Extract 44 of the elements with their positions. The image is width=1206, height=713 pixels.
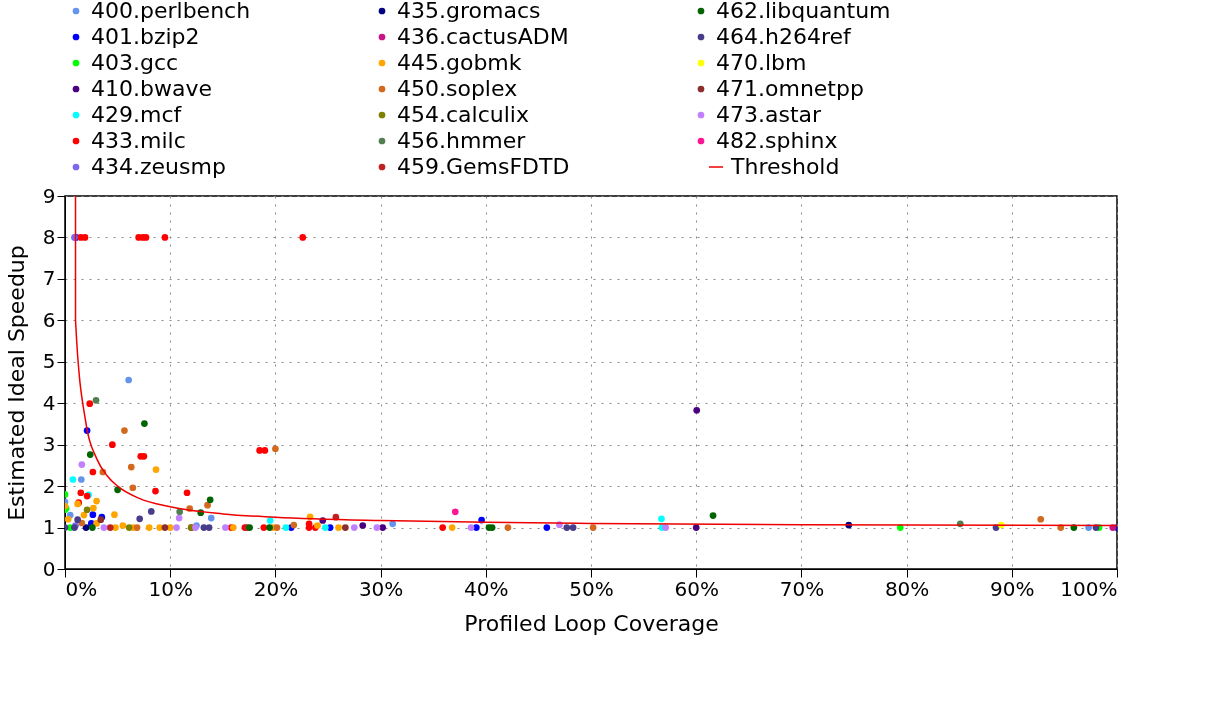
y-tick-label: 9 [42, 183, 56, 208]
y-tick-label: 3 [42, 432, 56, 457]
legend-label: 459.GemsFDTD [397, 154, 570, 179]
legend-label: 473.astar [716, 102, 823, 127]
y-axis-title: Estimated Ideal Speedup [3, 245, 29, 521]
x-tick-label: 10% [148, 576, 193, 601]
x-tick-label: 40% [464, 576, 509, 601]
legend-label: 445.gobmk [397, 50, 522, 75]
legend-label: 464.h264ref [716, 24, 853, 49]
legend-label: 433.milc [91, 128, 186, 153]
x-axis-title: Profiled Loop Coverage [464, 610, 719, 636]
x-tick-label: 80% [884, 576, 930, 601]
legend-label: 456.hmmer [397, 128, 527, 153]
y-tick-label: 5 [42, 349, 56, 374]
x-tick-label: 70% [779, 576, 825, 601]
y-tick-label: 2 [42, 473, 56, 498]
x-tick-label: 0% [65, 576, 98, 601]
legend-label: 471.omnetpp [716, 76, 864, 101]
y-tick-label: 8 [42, 224, 56, 249]
x-tick-label: 90% [990, 576, 1035, 601]
y-tick-label: 7 [42, 266, 56, 291]
legend-label: 454.calculix [397, 102, 529, 127]
y-tick-label: 6 [42, 307, 56, 332]
y-tick-label: 4 [42, 390, 56, 415]
legend-label: 435.gromacs [397, 0, 541, 23]
x-tick-label: 100% [1060, 576, 1118, 601]
legend-label: 482.sphinx [716, 128, 838, 153]
y-tick-label: 1 [42, 515, 56, 540]
legend-label: 436.cactusADM [397, 24, 569, 49]
legend-label: 470.lbm [716, 50, 807, 75]
legend-label: 401.bzip2 [91, 24, 200, 49]
x-tick-label: 20% [253, 576, 299, 601]
x-tick-label: 50% [569, 576, 614, 601]
legend-label: 400.perlbench [91, 0, 251, 23]
legend-label: 462.libquantum [716, 0, 891, 23]
legend-label: Threshold [730, 154, 840, 179]
legend-label: 434.zeusmp [91, 154, 226, 179]
y-tick-label: 0 [42, 556, 56, 581]
legend-label: 403.gcc [91, 50, 179, 75]
legend-label: 429.mcf [91, 102, 183, 127]
x-tick-label: 60% [674, 576, 719, 601]
legend-label: 450.soplex [397, 76, 518, 101]
x-tick-label: 30% [358, 576, 404, 601]
legend-label: 410.bwave [91, 76, 212, 101]
